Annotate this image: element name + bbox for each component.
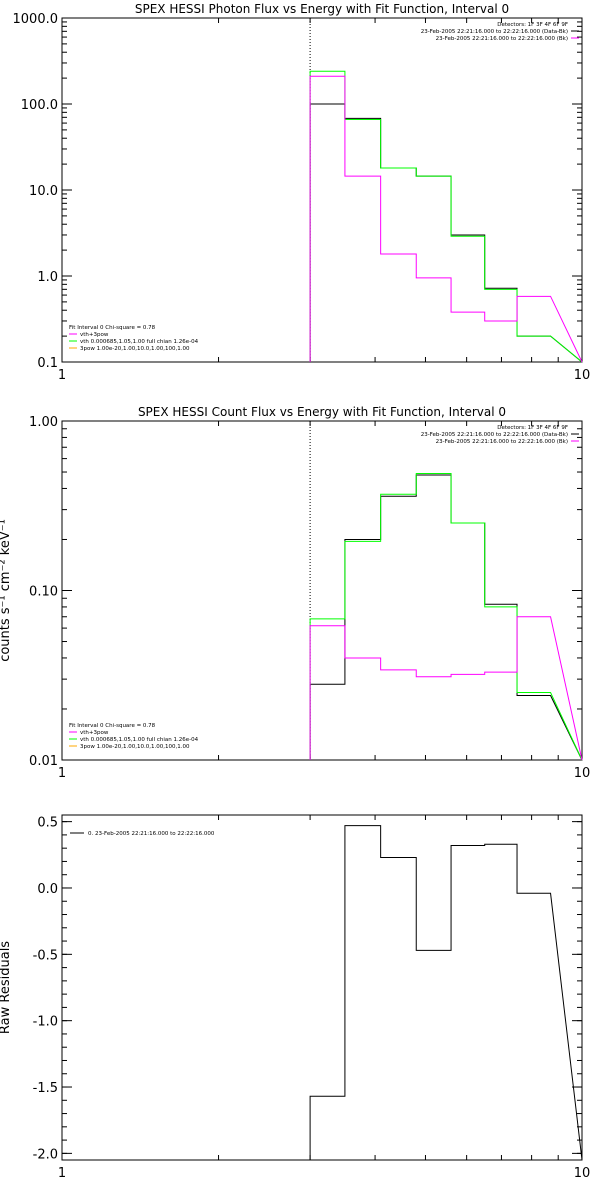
- x-tick-label: 1: [58, 1166, 66, 1181]
- fit-text-line: vth+3pow: [80, 730, 109, 736]
- info-text-line: 23-Feb-2005 22:21:16.000 to 22:22:16.000…: [421, 29, 568, 35]
- info-text-line: 23-Feb-2005 22:21:16.000 to 22:22:16.000…: [436, 36, 568, 42]
- fit-text-line: 3pow 1.00e-20,1.00,10.0,1.00,100,1.00: [80, 744, 190, 750]
- x-tick-label: 1: [58, 368, 66, 383]
- series-step-line-0: [309, 474, 583, 761]
- plot-frame: [61, 814, 583, 1161]
- series-step-line-2: [309, 75, 583, 363]
- fit-text-line: vth 0.000685,1.05,1.00 full chian 1.26e-…: [80, 737, 199, 743]
- y-tick-label: -0.5: [33, 948, 58, 963]
- x-tick-label: 1: [58, 766, 66, 781]
- y-tick-label: 0.0: [37, 882, 58, 897]
- y-tick-label: -1.0: [33, 1015, 58, 1030]
- y-tick-label: 10.0: [29, 184, 58, 199]
- y-tick-label: -2.0: [33, 1147, 58, 1162]
- y-tick-label: 100.0: [21, 98, 58, 113]
- y-tick-label: 1.00: [29, 415, 58, 430]
- chart-panel-0: SPEX HESSI Photon Flux vs Energy with Fi…: [13, 2, 591, 383]
- x-tick-label: 10: [574, 1166, 591, 1181]
- x-tick-label: 10: [574, 766, 591, 781]
- chart-title: SPEX HESSI Count Flux vs Energy with Fit…: [138, 405, 506, 419]
- y-tick-label: 0.01: [29, 754, 58, 769]
- y-axis-label: counts s⁻¹ cm⁻² keV⁻¹: [0, 519, 13, 662]
- fit-text-line: Fit Interval 0 Chi-square = 0.78: [69, 723, 156, 729]
- y-tick-label: 0.10: [29, 585, 58, 600]
- residual-legend-label: 0. 23-Feb-2005 22:21:16.000 to 22:22:16.…: [88, 831, 215, 837]
- y-tick-label: 1.0: [37, 270, 58, 285]
- series-step-line-2: [309, 616, 583, 761]
- y-tick-label: 1000.0: [13, 12, 59, 27]
- x-tick-label: 10: [574, 368, 591, 383]
- fit-text-line: Fit Interval 0 Chi-square = 0.78: [69, 325, 156, 331]
- series-step-line-0: [309, 103, 583, 363]
- chart-panel-1: SPEX HESSI Count Flux vs Energy with Fit…: [0, 405, 590, 781]
- info-text-line: 23-Feb-2005 22:21:16.000 to 22:22:16.000…: [436, 439, 568, 445]
- chart-panel-2: Raw Residuals 1 10 -2.0 -1.5 -1.0 -0.5 0.0 0.5 0.…: [0, 814, 591, 1181]
- plot-frame: [61, 17, 583, 363]
- info-text-line: Detectors: 1F 3F 4F 6F 9F: [497, 425, 568, 431]
- fit-text-line: vth+3pow: [80, 332, 109, 338]
- fit-text-line: vth 0.000685,1.05,1.00 full chian 1.26e-…: [80, 339, 199, 345]
- fit-text-line: 3pow 1.00e-20,1.00,10.0,1.00,100,1.00: [80, 346, 190, 352]
- y-tick-label: 0.1: [37, 356, 58, 371]
- series-step-line-0: [309, 825, 583, 1161]
- plot-frame: [61, 420, 583, 761]
- info-text-line: 23-Feb-2005 22:21:16.000 to 22:22:16.000…: [421, 432, 568, 438]
- chart-title: SPEX HESSI Photon Flux vs Energy with Fi…: [135, 2, 509, 16]
- series-step-line-1: [309, 70, 583, 363]
- y-tick-label: -1.5: [33, 1081, 58, 1096]
- info-text-line: Detectors: 1F 3F 4F 6F 9F: [497, 22, 568, 28]
- y-tick-label: 0.5: [37, 816, 58, 831]
- y-axis-label: Raw Residuals: [0, 941, 13, 1034]
